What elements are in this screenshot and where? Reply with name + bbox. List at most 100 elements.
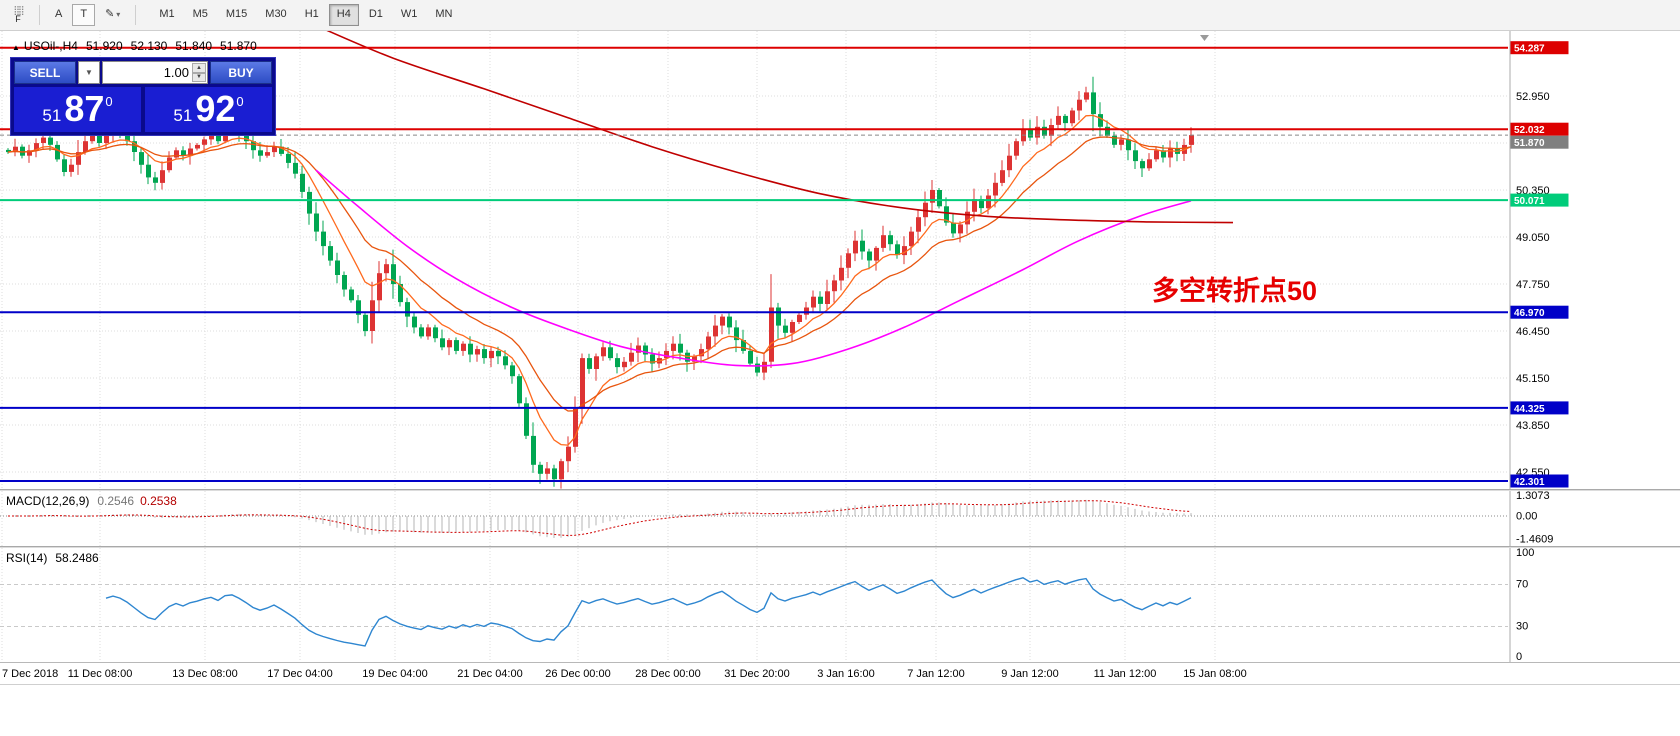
chart-shift-marker-icon: [1200, 35, 1209, 41]
svg-text:0: 0: [1516, 651, 1522, 662]
svg-text:15 Jan 08:00: 15 Jan 08:00: [1183, 668, 1247, 680]
quick-nav-label: F: [15, 15, 21, 24]
time-axis-pane: 7 Dec 2018 11 Dec 08:00 13 Dec 08:00 17 Dec…: [0, 662, 1680, 684]
volume-decrease-button[interactable]: ▼: [192, 73, 206, 83]
svg-text:31 Dec 20:00: 31 Dec 20:00: [724, 668, 789, 680]
volume-input[interactable]: 1.00 ▲ ▼: [102, 61, 208, 84]
timeframe-mn-button[interactable]: MN: [427, 4, 460, 25]
svg-text:7 Dec 2018: 7 Dec 2018: [2, 668, 58, 680]
grid-dots-icon: ⣿⣿: [13, 6, 22, 14]
sell-price-big: 87: [64, 88, 104, 130]
svg-text:28 Dec 00:00: 28 Dec 00:00: [635, 668, 700, 680]
collapse-panel-icon[interactable]: ▲: [12, 43, 20, 52]
svg-text:30: 30: [1516, 621, 1528, 633]
text-tool-button[interactable]: T: [72, 4, 95, 25]
timeframe-m30-button[interactable]: M30: [257, 4, 294, 25]
svg-text:3 Jan 16:00: 3 Jan 16:00: [817, 668, 875, 680]
rsi-pane: 100 70 30 0 RSI(14) 58.2486: [0, 548, 1680, 662]
svg-text:1.3073: 1.3073: [1516, 491, 1550, 502]
svg-text:51.870: 51.870: [1514, 138, 1545, 149]
sell-price-prefix: 51: [42, 106, 61, 126]
time-axis-canvas[interactable]: 7 Dec 2018 11 Dec 08:00 13 Dec 08:00 17 Dec…: [0, 663, 1680, 685]
svg-text:0.00: 0.00: [1516, 511, 1537, 523]
chevron-down-icon: ▼: [85, 68, 93, 77]
sell-price-display[interactable]: 51870: [14, 87, 141, 132]
volume-spinner: ▲ ▼: [192, 63, 206, 82]
svg-text:11 Jan 12:00: 11 Jan 12:00: [1094, 668, 1157, 680]
svg-text:44.325: 44.325: [1514, 404, 1545, 415]
buy-price-sup: 0: [236, 94, 243, 109]
rsi-label: RSI(14) 58.2486: [6, 551, 99, 565]
svg-text:9 Jan 12:00: 9 Jan 12:00: [1001, 668, 1059, 680]
svg-text:43.850: 43.850: [1516, 420, 1550, 432]
macd-label: MACD(12,26,9) 0.2546 0.2538: [6, 494, 177, 508]
svg-text:26 Dec 00:00: 26 Dec 00:00: [545, 668, 610, 680]
svg-text:17 Dec 04:00: 17 Dec 04:00: [267, 668, 332, 680]
pencil-icon: ✎: [105, 8, 114, 20]
timeframe-m15-button[interactable]: M15: [218, 4, 255, 25]
volume-increase-button[interactable]: ▲: [192, 63, 206, 73]
cursor-tool-button[interactable]: A: [47, 4, 70, 25]
rsi-canvas[interactable]: 100 70 30 0: [0, 548, 1680, 662]
toolbar: ⣿⣿ F A T ✎▾ M1M5M15M30H1H4D1W1MN: [0, 0, 1680, 31]
timeframe-m1-button[interactable]: M1: [151, 4, 182, 25]
timeframe-buttons: M1M5M15M30H1H4D1W1MN: [151, 4, 460, 25]
svg-text:11 Dec 08:00: 11 Dec 08:00: [68, 668, 133, 680]
macd-name: MACD(12,26,9): [6, 494, 89, 508]
svg-text:13 Dec 08:00: 13 Dec 08:00: [172, 668, 237, 680]
svg-text:-1.4609: -1.4609: [1516, 534, 1553, 546]
svg-text:46.970: 46.970: [1514, 308, 1545, 319]
timeframe-m5-button[interactable]: M5: [185, 4, 216, 25]
macd-canvas[interactable]: 1.3073 0.00 -1.4609: [0, 491, 1680, 546]
buy-price-big: 92: [195, 88, 235, 130]
macd-signal-line: [8, 501, 1191, 536]
svg-text:21 Dec 04:00: 21 Dec 04:00: [457, 668, 522, 680]
open-value: 51.920: [86, 39, 123, 53]
svg-text:42.301: 42.301: [1514, 477, 1545, 488]
buy-price-display[interactable]: 51920: [145, 87, 272, 132]
svg-text:46.450: 46.450: [1516, 326, 1550, 338]
svg-text:7 Jan 12:00: 7 Jan 12:00: [907, 668, 965, 680]
price-chart-pane: 52.95051.65050.35049.05047.75046.45045.1…: [0, 31, 1680, 489]
sell-button[interactable]: SELL: [14, 61, 76, 84]
one-click-trading-panel: SELL ▼ 1.00 ▲ ▼ BUY 51870 51920: [10, 57, 276, 136]
chart-annotation: 多空转折点50: [1152, 269, 1317, 308]
draw-tool-button[interactable]: ✎▾: [97, 4, 128, 25]
timeframe-d1-button[interactable]: D1: [361, 4, 391, 25]
timeframe-h1-button[interactable]: H1: [297, 4, 327, 25]
quick-nav-icon[interactable]: ⣿⣿ F: [4, 6, 32, 24]
svg-text:52.950: 52.950: [1516, 91, 1550, 103]
svg-text:45.150: 45.150: [1516, 373, 1550, 385]
svg-text:54.287: 54.287: [1514, 44, 1545, 55]
svg-text:100: 100: [1516, 548, 1534, 559]
candlesticks: [6, 77, 1194, 489]
close-value: 51.870: [220, 39, 257, 53]
volume-dropdown[interactable]: ▼: [78, 61, 100, 84]
high-value: 52.130: [131, 39, 168, 53]
buy-price-prefix: 51: [173, 106, 192, 126]
svg-text:49.050: 49.050: [1516, 232, 1550, 244]
svg-text:70: 70: [1516, 579, 1528, 591]
toolbar-separator: [135, 5, 136, 25]
timeframe-h4-button[interactable]: H4: [329, 4, 359, 25]
chart-title: ▲USOil-,H451.92052.13051.84051.870: [12, 39, 257, 53]
svg-text:19 Dec 04:00: 19 Dec 04:00: [362, 668, 427, 680]
macd-main-value: 0.2546: [97, 494, 134, 508]
macd-signal-value: 0.2538: [140, 494, 177, 508]
buy-button[interactable]: BUY: [210, 61, 272, 84]
volume-value: 1.00: [164, 65, 189, 80]
timeframe-w1-button[interactable]: W1: [393, 4, 426, 25]
rsi-line: [106, 578, 1191, 646]
low-value: 51.840: [175, 39, 212, 53]
sell-price-sup: 0: [105, 94, 112, 109]
svg-text:52.032: 52.032: [1514, 125, 1545, 136]
toolbar-separator: [39, 5, 40, 25]
svg-text:47.750: 47.750: [1516, 279, 1550, 291]
rsi-name: RSI(14): [6, 551, 47, 565]
rsi-value: 58.2486: [55, 551, 98, 565]
macd-pane: 1.3073 0.00 -1.4609 MACD(12,26,9) 0.2546 0.2…: [0, 491, 1680, 546]
bottom-strip: [0, 684, 1680, 736]
macd-histogram: [8, 500, 1191, 538]
chevron-down-icon: ▾: [116, 10, 120, 19]
svg-text:50.071: 50.071: [1514, 196, 1545, 207]
